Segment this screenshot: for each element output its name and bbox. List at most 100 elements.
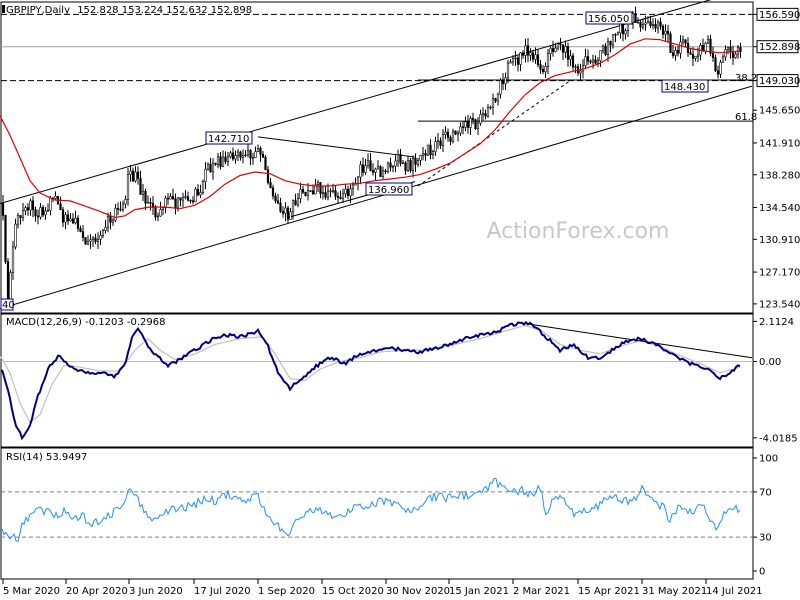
candle-body	[469, 117, 472, 128]
candle-body	[366, 160, 370, 166]
candle-body	[379, 166, 382, 177]
main-y-level-box	[756, 74, 799, 88]
rsi-y-tick-label: 0	[759, 567, 765, 578]
candle-body	[94, 237, 97, 242]
candle-body	[486, 107, 490, 117]
triangle-top-line	[257, 136, 416, 158]
candle-body	[346, 188, 350, 197]
x-tick-label: 14 Jul 2021	[706, 586, 763, 597]
candle-body	[326, 190, 330, 198]
candle-body	[299, 189, 302, 199]
candle-body	[209, 163, 212, 173]
candle-body	[674, 50, 677, 56]
candle-body	[321, 192, 325, 194]
rsi-y-tick-label: 70	[759, 487, 772, 498]
macd-panel-frame	[0, 313, 754, 448]
candle-body	[219, 156, 222, 167]
candle-body	[709, 38, 712, 54]
candle-body	[206, 163, 210, 170]
candle-body	[339, 197, 342, 199]
candle-body	[226, 156, 230, 163]
candle-body	[714, 57, 717, 72]
candle-body	[371, 170, 375, 173]
candle-body	[294, 200, 297, 206]
lower-channel-line	[0, 85, 753, 310]
candle-body	[601, 45, 605, 52]
candle-body	[524, 45, 527, 56]
macd-series	[0, 320, 753, 441]
candle-body	[99, 235, 102, 240]
candle-body	[101, 230, 105, 236]
candle-body	[266, 169, 270, 183]
candle-body	[311, 190, 315, 195]
rsi-line	[1, 477, 741, 542]
candle-body	[619, 23, 622, 34]
candle-body	[559, 43, 562, 46]
candle-body	[316, 182, 320, 186]
candle-body	[11, 246, 15, 273]
candle-body	[546, 53, 550, 67]
main-y-level-box	[756, 7, 799, 21]
x-tick-label: 15 Apr 2021	[578, 586, 640, 597]
candle-body	[341, 193, 345, 199]
candle-body	[336, 196, 340, 198]
candle-body	[636, 22, 640, 24]
candle-body	[376, 166, 380, 170]
candle-body	[291, 200, 295, 213]
main-title: GBPJPY,Daily 152.828 153.224 152.632 152…	[6, 5, 252, 16]
candle-body	[439, 140, 442, 146]
candle-body	[264, 157, 267, 171]
moving-average-line	[0, 38, 741, 219]
candle-body	[501, 80, 505, 85]
candle-body	[721, 56, 725, 63]
candle-body	[696, 54, 700, 57]
candle-body	[351, 184, 355, 190]
candle-body	[154, 207, 157, 218]
annotation-label: 156.050	[588, 14, 629, 25]
candle-body	[84, 237, 87, 245]
upper-channel-line	[0, 0, 712, 204]
candle-body	[191, 200, 195, 203]
candle-body	[244, 154, 247, 156]
candle-body	[539, 64, 542, 70]
candle-body	[184, 196, 187, 198]
x-axis: 5 Mar 2020 20 Apr 2020 3 Jun 2020 17 Jul 20…	[2, 579, 763, 597]
candle-body	[639, 22, 642, 28]
main-y-tick-label: 134.540	[759, 203, 800, 214]
candle-body	[239, 151, 242, 158]
candle-body	[711, 52, 715, 59]
candle-body	[401, 162, 405, 164]
candle-body	[169, 196, 172, 200]
candle-body	[389, 162, 392, 168]
candle-body	[499, 80, 502, 95]
main-y-tick-label: 127.170	[759, 268, 800, 279]
x-tick-label: 17 Jul 2020	[194, 586, 251, 597]
candle-body	[361, 164, 365, 173]
candle-body	[561, 44, 565, 53]
candle-body	[599, 50, 602, 62]
x-tick-label: 30 Nov 2020	[386, 586, 450, 597]
candle-body	[621, 23, 625, 35]
candle-body	[296, 198, 300, 206]
candle-body	[104, 226, 107, 231]
candle-body	[194, 188, 197, 203]
candle-body	[729, 46, 732, 53]
candle-body	[86, 240, 90, 245]
candle-body	[649, 21, 652, 27]
candle-body	[426, 144, 430, 156]
candle-body	[1, 202, 5, 216]
candle-body	[364, 165, 367, 173]
candle-body	[554, 47, 557, 52]
candle-body	[519, 52, 522, 65]
candle-body	[394, 160, 397, 167]
candle-body	[234, 155, 237, 160]
main-y-tick-label: 141.910	[759, 138, 800, 149]
candle-body	[41, 207, 45, 216]
x-tick-label: 3 Jun 2020	[129, 586, 183, 597]
candle-body	[59, 203, 62, 210]
candle-body	[586, 56, 590, 62]
candle-body	[374, 168, 377, 173]
candle-body	[381, 170, 385, 177]
candle-body	[419, 155, 422, 161]
candle-body	[76, 217, 80, 229]
